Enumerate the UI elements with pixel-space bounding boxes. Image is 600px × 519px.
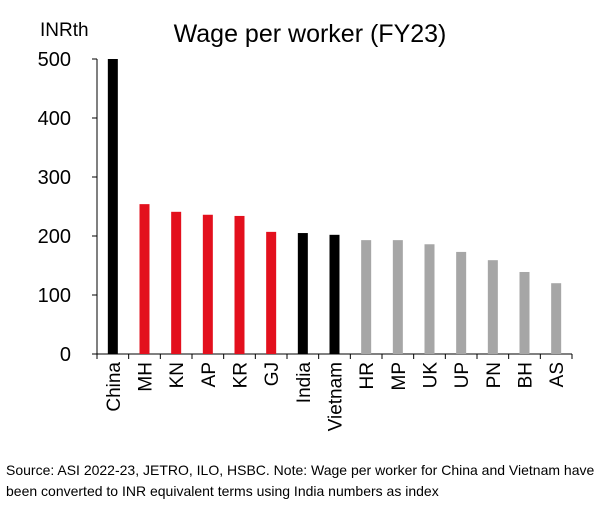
x-tick-label: AS <box>547 362 568 387</box>
x-tick-label: GJ <box>262 362 283 386</box>
x-tick-label: India <box>294 362 315 404</box>
bar <box>551 283 562 354</box>
footnote: Source: ASI 2022-23, JETRO, ILO, HSBC. N… <box>6 462 595 499</box>
y-tick-label: 0 <box>60 344 71 366</box>
bar <box>329 234 340 354</box>
x-tick-label: PN <box>484 362 505 388</box>
x-tick-label: UP <box>452 362 473 388</box>
x-tick-label: AP <box>199 362 220 387</box>
bar <box>519 271 530 354</box>
bar <box>202 214 213 354</box>
bar <box>361 240 372 354</box>
y-tick-label: 500 <box>38 49 71 71</box>
x-tick-label: MH <box>136 362 157 392</box>
bar <box>392 240 403 354</box>
bar <box>424 244 435 354</box>
x-tick-label: BH <box>516 362 537 388</box>
y-axis-label: INRth <box>40 20 89 41</box>
bar <box>487 260 498 354</box>
y-tick-label: 300 <box>38 167 71 189</box>
x-tick-label: MP <box>389 362 410 391</box>
x-tick-label: KR <box>231 362 252 388</box>
bar <box>139 204 150 354</box>
bar <box>171 211 182 354</box>
x-tick-label: UK <box>421 362 442 389</box>
x-tick-label: Vietnam <box>326 362 347 431</box>
bar <box>456 251 467 354</box>
x-tick-label: KN <box>167 362 188 388</box>
x-tick-label: HR <box>357 362 378 389</box>
y-tick-label: 400 <box>38 108 71 130</box>
chart-title: Wage per worker (FY23) <box>174 20 447 48</box>
bar <box>297 233 308 354</box>
bar <box>234 215 245 354</box>
x-tick-label: China <box>104 362 125 412</box>
y-tick-label: 200 <box>38 226 71 248</box>
bar <box>266 231 277 354</box>
bar <box>107 59 118 354</box>
y-tick-label: 100 <box>38 285 71 307</box>
